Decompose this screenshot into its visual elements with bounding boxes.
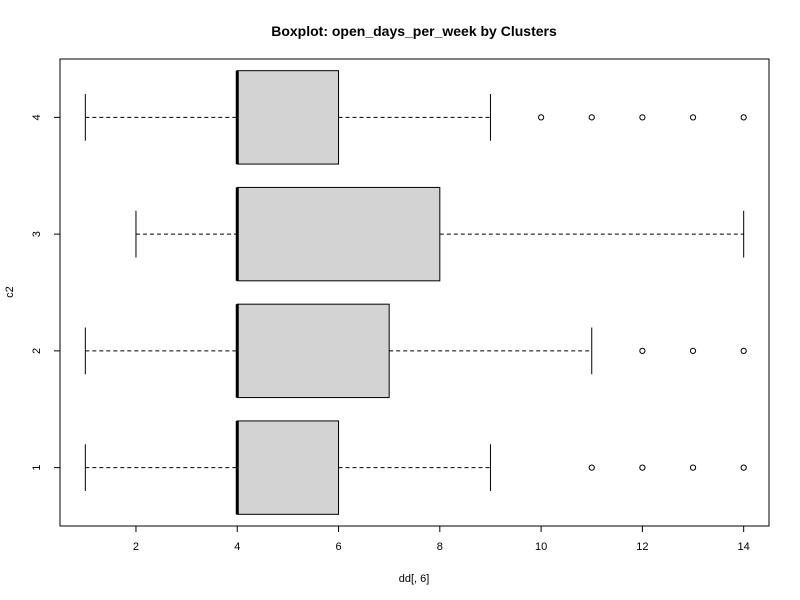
box-group-1 (84, 420, 747, 515)
outlier-point (689, 114, 697, 121)
box-series (84, 70, 747, 515)
x-tick-label: 14 (738, 541, 750, 553)
y-tick-label: 1 (31, 465, 43, 471)
x-tick-label: 2 (133, 541, 139, 553)
outlier-point (639, 347, 646, 354)
y-tick-label: 3 (31, 231, 43, 237)
outlier-point (740, 347, 747, 354)
iqr-box (236, 420, 340, 515)
x-axis-label: dd[, 6] (399, 573, 430, 585)
outlier-point (740, 114, 747, 121)
outlier-point (740, 464, 747, 471)
iqr-box (236, 70, 340, 165)
box-group-4 (84, 70, 747, 165)
iqr-box (236, 303, 390, 399)
x-tick-label: 12 (636, 541, 648, 553)
iqr-box (236, 186, 441, 282)
outlier-point (538, 114, 545, 121)
x-axis: 2 4 6 8 10 12 14 (133, 526, 750, 553)
x-tick-label: 6 (335, 541, 341, 553)
outlier-point (639, 464, 646, 471)
outlier-point (588, 464, 595, 471)
box-group-3 (135, 186, 745, 282)
x-tick-label: 4 (234, 541, 240, 553)
x-tick-label: 10 (535, 541, 547, 553)
outlier-point (689, 464, 697, 471)
y-tick-label: 2 (31, 348, 43, 354)
chart-title: Boxplot: open_days_per_week by Clusters (271, 23, 557, 39)
y-axis-label: c2 (4, 286, 16, 298)
y-axis: 1 2 3 4 (31, 114, 60, 471)
outlier-point (689, 347, 697, 354)
y-tick-label: 4 (31, 114, 43, 120)
outlier-point (588, 114, 595, 121)
x-tick-label: 8 (437, 541, 443, 553)
box-group-2 (84, 303, 747, 399)
outlier-point (639, 114, 646, 121)
plot-frame (59, 58, 770, 527)
